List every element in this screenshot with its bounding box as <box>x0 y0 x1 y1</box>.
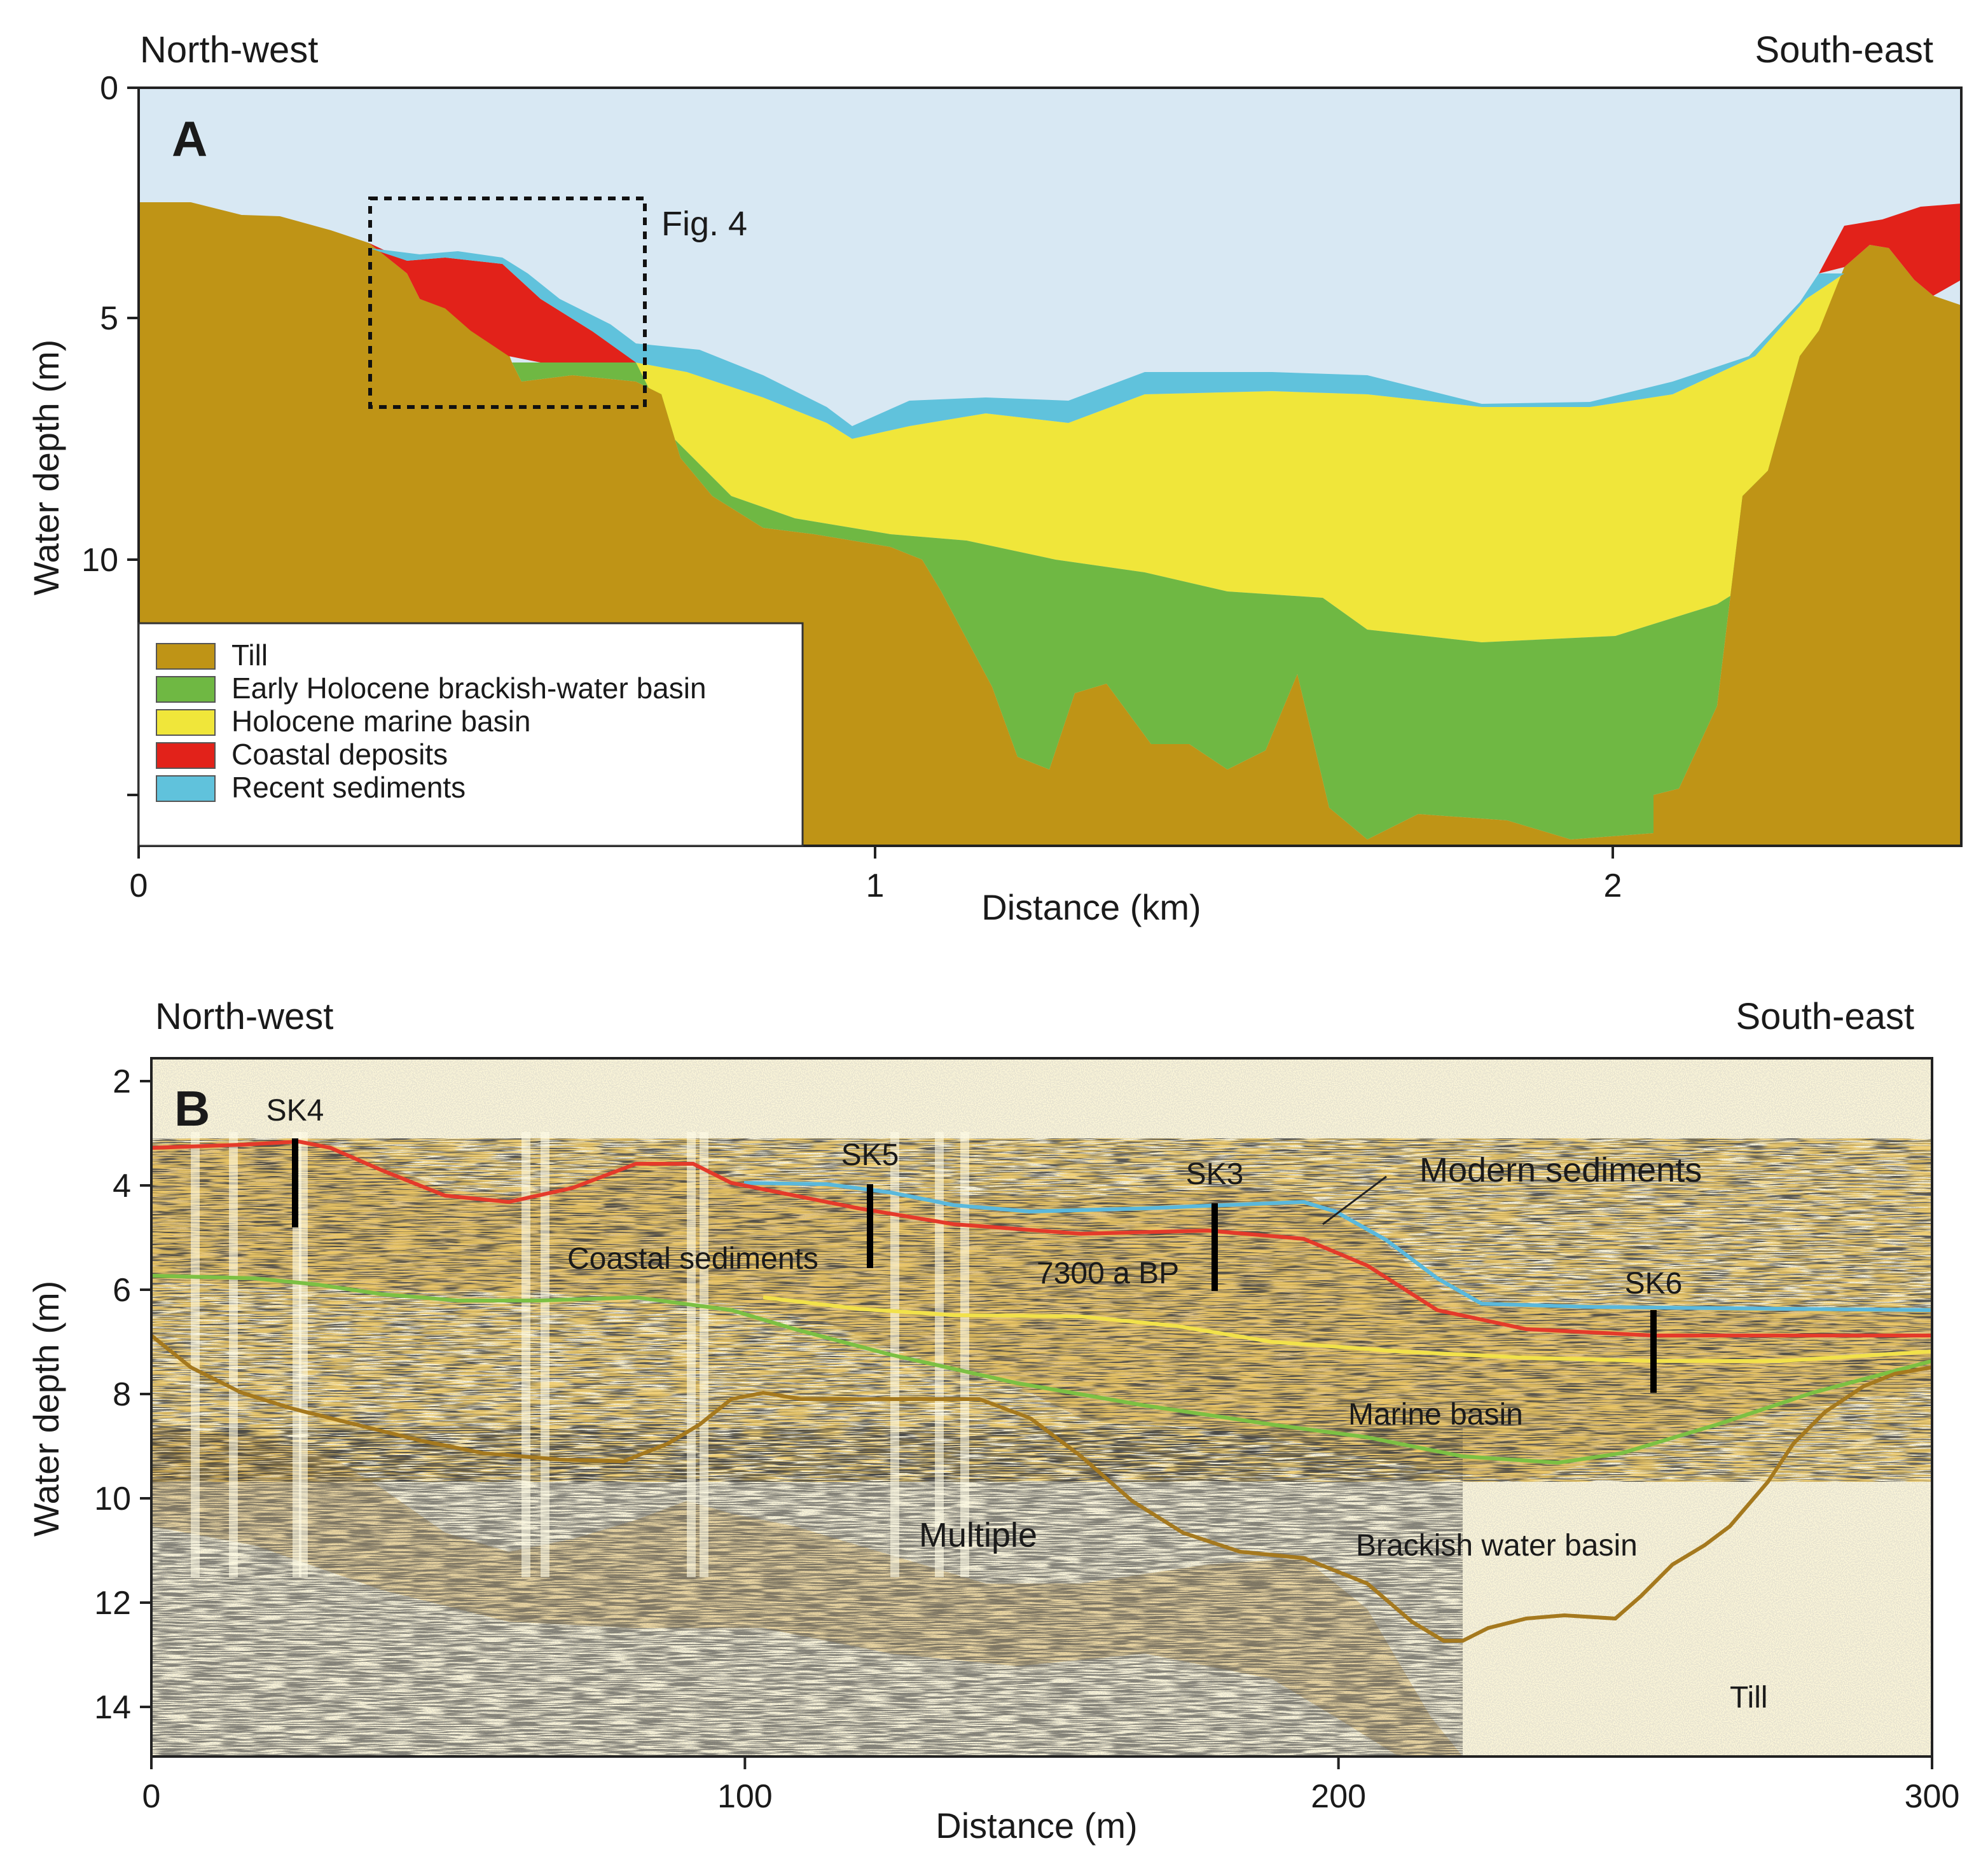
legend-label: Early Holocene brackish-water basin <box>231 672 707 705</box>
core-label: SK5 <box>841 1138 899 1172</box>
fig4-inset-label: Fig. 4 <box>661 205 747 243</box>
panel-a-x-axis-title: Distance (km) <box>981 887 1201 927</box>
legend-label: Holocene marine basin <box>231 705 531 738</box>
panel-a-label: A <box>172 111 207 167</box>
till-surface-horizon <box>151 1334 1932 1643</box>
seismic-reflectors <box>151 1132 1932 1757</box>
coastal-sediments-horizon <box>151 1139 1932 1337</box>
legend-label: Recent sediments <box>231 771 466 804</box>
panel-b-direction-right: South-east <box>1736 996 1914 1037</box>
panel-a-direction-left: North-west <box>140 29 318 71</box>
y-tick-label: 10 <box>81 542 118 579</box>
legend-label: Till <box>231 639 268 672</box>
y-tick-label: 5 <box>100 300 118 337</box>
annotation-brackish-water-basin: Brackish water basin <box>1356 1529 1638 1563</box>
annotation-multiple: Multiple <box>919 1516 1037 1554</box>
legend-swatch <box>156 676 216 703</box>
fig4-inset-box <box>368 197 647 409</box>
panel-b-y-axis-title: Water depth (m) <box>26 1281 66 1536</box>
panel-a: North-west South-east Fig. 4 A TillEarly… <box>26 29 1963 927</box>
noise-streak <box>541 1132 549 1577</box>
panel-a-x-axis: 0 1 2 <box>130 846 1622 904</box>
panel-b-x-axis: 0 100 200 300 <box>142 1757 1960 1815</box>
panel-a-direction-right: South-east <box>1755 29 1933 71</box>
annotation-till: Till <box>1730 1681 1768 1715</box>
noise-streak <box>191 1132 200 1577</box>
panel-b-direction-left: North-west <box>155 996 333 1037</box>
noise-streak <box>935 1132 944 1577</box>
x-tick-label: 0 <box>130 867 148 904</box>
panel-b: North-west South-east SK4 SK5 SK3 SK6 B <box>26 996 1959 1846</box>
noise-streak <box>700 1132 708 1577</box>
interpreted-horizons <box>151 1139 1932 1643</box>
panel-a-plot-frame <box>137 86 1963 847</box>
core-label: SK6 <box>1625 1267 1683 1301</box>
core-label: SK3 <box>1186 1157 1244 1191</box>
y-tick-label: 8 <box>113 1376 131 1413</box>
panel-b-y-axis: 2 4 6 8 10 12 14 <box>94 1063 151 1726</box>
panel-b-plot-frame <box>150 1057 1933 1758</box>
legend-swatch <box>156 643 216 670</box>
legend-box <box>137 622 804 847</box>
x-tick-label: 300 <box>1905 1778 1960 1815</box>
legend-label: Coastal deposits <box>231 738 448 771</box>
legend-swatch <box>156 742 216 769</box>
modern-sediments-horizon <box>743 1181 1932 1312</box>
x-tick-label: 100 <box>717 1778 773 1815</box>
marine-basin-horizon <box>763 1295 1932 1363</box>
panel-b-x-axis-title: Distance (m) <box>935 1805 1137 1846</box>
coastal-deposits-area <box>331 230 636 362</box>
legend-swatch <box>156 775 216 802</box>
core-label: SK4 <box>266 1094 324 1128</box>
coastal-deposits-area-se <box>1819 204 1961 296</box>
early-holocene-brackish-basin-area <box>512 331 1882 839</box>
sediment-reflections-amber <box>151 1138 1932 1482</box>
y-tick-label: 2 <box>113 1063 131 1100</box>
noise-streak <box>229 1132 238 1577</box>
y-tick-label: 10 <box>94 1481 131 1517</box>
annotation-coastal-sediments: Coastal sediments <box>567 1242 818 1276</box>
y-tick-label: 0 <box>100 70 118 107</box>
noise-streak <box>299 1132 308 1577</box>
x-tick-label: 200 <box>1311 1778 1366 1815</box>
x-tick-label: 2 <box>1604 867 1622 904</box>
core-locations: SK4 SK5 SK3 SK6 <box>266 1094 1683 1393</box>
holocene-marine-basin-area <box>636 267 1882 642</box>
annotation-modern-sediments: Modern sediments <box>1419 1151 1702 1189</box>
legend-swatch <box>156 709 216 736</box>
panel-b-label: B <box>174 1080 210 1136</box>
recent-sediments-area <box>369 248 1844 439</box>
brackish-water-basin-horizon <box>151 1274 1932 1465</box>
multiple-reflections <box>151 1428 1463 1757</box>
x-tick-label: 1 <box>866 867 885 904</box>
y-tick-label: 6 <box>113 1272 131 1309</box>
y-tick-label: 4 <box>113 1168 131 1205</box>
panel-a-y-axis: 0 5 10 <box>81 70 139 796</box>
modern-sediments-leader <box>1322 1175 1387 1225</box>
panel-a-y-axis-title: Water depth (m) <box>26 340 66 595</box>
seismic-profile: SK4 SK5 SK3 SK6 <box>151 1058 1932 1757</box>
y-tick-label: 14 <box>94 1689 131 1726</box>
x-tick-label: 0 <box>142 1778 161 1815</box>
annotation-marine-basin: Marine basin <box>1348 1398 1523 1432</box>
noise-streak <box>960 1132 969 1577</box>
noise-streak <box>521 1132 530 1577</box>
noise-streak <box>687 1132 696 1577</box>
annotation-7300-bp: 7300 a BP <box>1037 1257 1179 1290</box>
y-tick-label: 12 <box>94 1585 131 1622</box>
